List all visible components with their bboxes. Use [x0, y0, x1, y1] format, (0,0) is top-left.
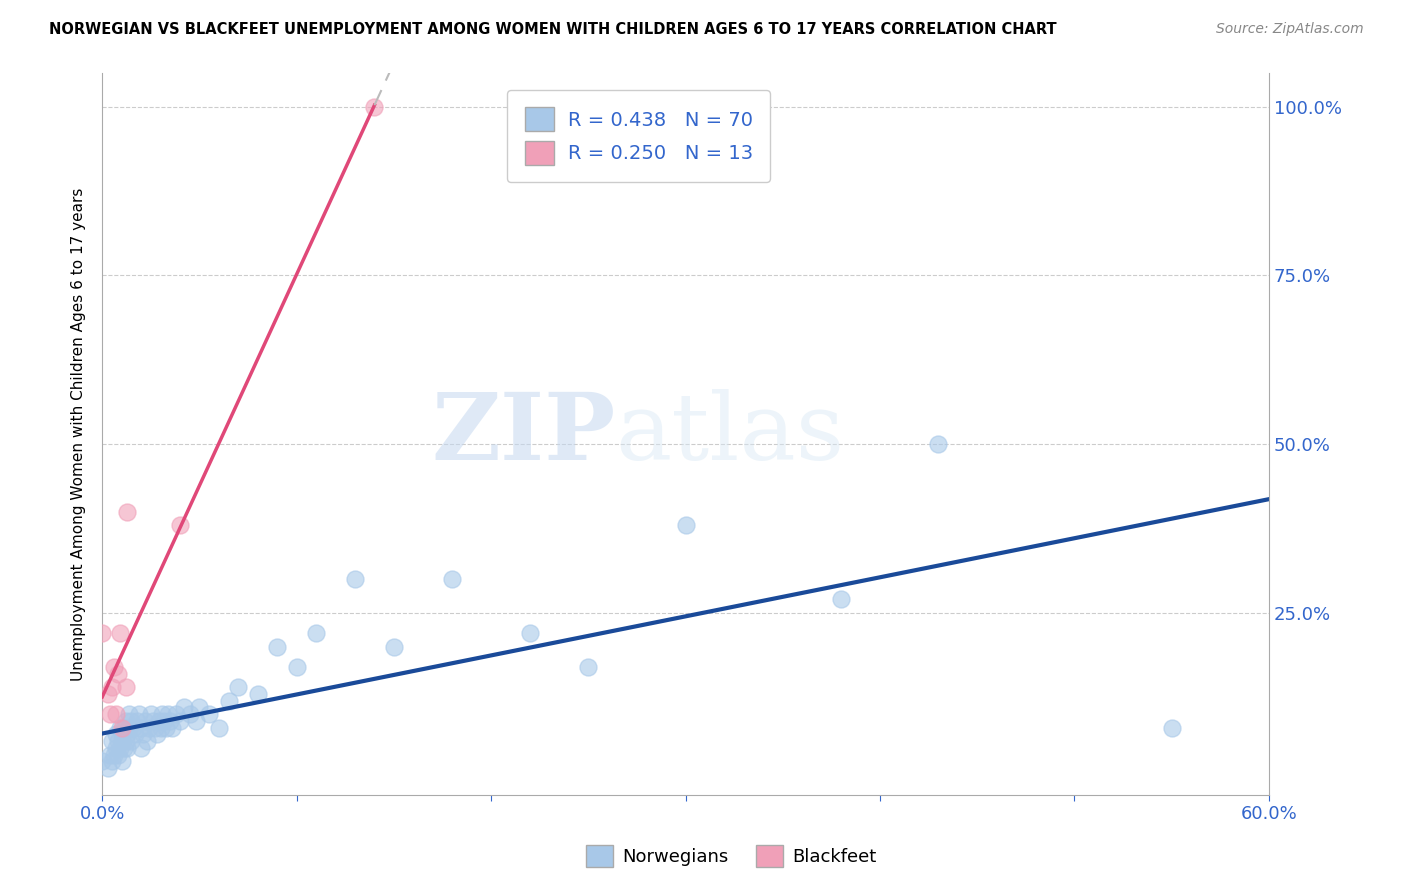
Point	[188, 700, 211, 714]
Point	[108, 626, 131, 640]
Point	[104, 727, 127, 741]
Point	[153, 714, 176, 728]
Point	[103, 747, 125, 762]
Point	[152, 707, 174, 722]
Point	[101, 754, 124, 768]
Point	[104, 740, 127, 755]
Point	[441, 572, 464, 586]
Point	[117, 505, 139, 519]
Point	[184, 714, 207, 728]
Point	[128, 707, 150, 722]
Point	[108, 721, 131, 735]
Y-axis label: Unemployment Among Women with Children Ages 6 to 17 years: Unemployment Among Women with Children A…	[72, 187, 86, 681]
Point	[343, 572, 366, 586]
Point	[124, 727, 146, 741]
Point	[1160, 721, 1182, 735]
Legend: R = 0.438   N = 70, R = 0.250   N = 13: R = 0.438 N = 70, R = 0.250 N = 13	[508, 90, 770, 182]
Point	[382, 640, 405, 654]
Point	[117, 740, 139, 755]
Point	[927, 437, 949, 451]
Point	[129, 721, 152, 735]
Point	[143, 721, 166, 735]
Point	[208, 721, 231, 735]
Point	[165, 707, 187, 722]
Point	[148, 714, 170, 728]
Point	[101, 734, 124, 748]
Point	[134, 714, 156, 728]
Point	[98, 707, 121, 722]
Point	[112, 740, 135, 755]
Point	[145, 727, 167, 741]
Point	[114, 734, 136, 748]
Point	[101, 680, 124, 694]
Point	[118, 721, 141, 735]
Point	[97, 687, 120, 701]
Point	[114, 680, 136, 694]
Point	[120, 714, 142, 728]
Point	[285, 660, 308, 674]
Point	[160, 721, 183, 735]
Point	[104, 707, 127, 722]
Point	[149, 721, 172, 735]
Point	[218, 693, 240, 707]
Point	[159, 714, 181, 728]
Point	[118, 707, 141, 722]
Point	[519, 626, 541, 640]
Point	[142, 714, 165, 728]
Point	[103, 660, 125, 674]
Text: ZIP: ZIP	[432, 389, 616, 479]
Point	[107, 666, 129, 681]
Point	[305, 626, 328, 640]
Point	[111, 727, 134, 741]
Point	[127, 714, 149, 728]
Point	[136, 734, 159, 748]
Text: NORWEGIAN VS BLACKFEET UNEMPLOYMENT AMONG WOMEN WITH CHILDREN AGES 6 TO 17 YEARS: NORWEGIAN VS BLACKFEET UNEMPLOYMENT AMON…	[49, 22, 1057, 37]
Point	[675, 518, 697, 533]
Point	[132, 727, 155, 741]
Point	[120, 734, 142, 748]
Point	[97, 761, 120, 775]
Point	[576, 660, 599, 674]
Point	[108, 740, 131, 755]
Point	[157, 707, 180, 722]
Point	[246, 687, 269, 701]
Point	[111, 754, 134, 768]
Point	[173, 700, 195, 714]
Point	[98, 747, 121, 762]
Point	[139, 707, 162, 722]
Point	[114, 714, 136, 728]
Point	[179, 707, 201, 722]
Point	[107, 734, 129, 748]
Point	[117, 727, 139, 741]
Point	[198, 707, 221, 722]
Point	[111, 721, 134, 735]
Point	[169, 518, 191, 533]
Point	[122, 721, 145, 735]
Point	[363, 100, 385, 114]
Point	[112, 721, 135, 735]
Point	[91, 754, 114, 768]
Point	[228, 680, 250, 694]
Text: atlas: atlas	[616, 389, 845, 479]
Point	[111, 734, 134, 748]
Legend: Norwegians, Blackfeet: Norwegians, Blackfeet	[579, 838, 883, 874]
Point	[155, 721, 177, 735]
Point	[91, 626, 114, 640]
Point	[169, 714, 191, 728]
Point	[266, 640, 288, 654]
Point	[138, 721, 160, 735]
Text: Source: ZipAtlas.com: Source: ZipAtlas.com	[1216, 22, 1364, 37]
Point	[107, 747, 129, 762]
Point	[129, 740, 152, 755]
Point	[830, 592, 852, 607]
